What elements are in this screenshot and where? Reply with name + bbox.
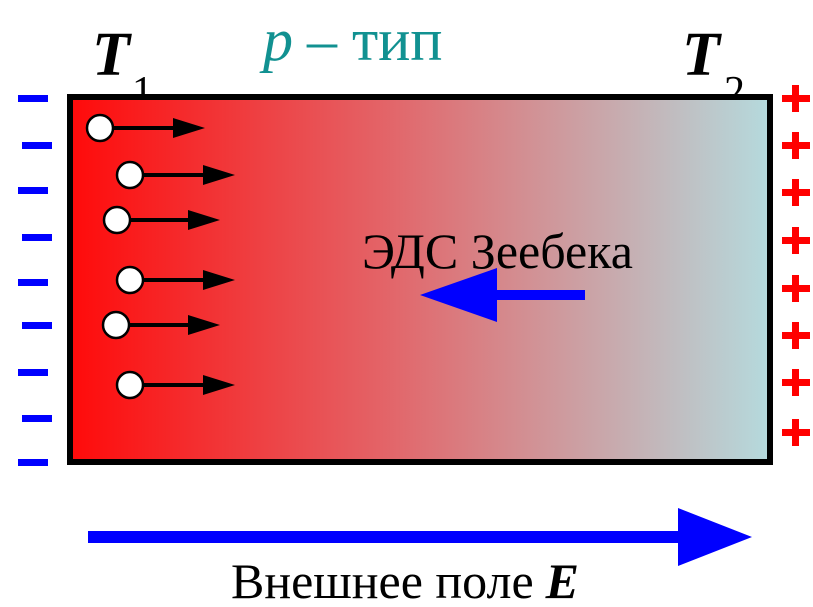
minus-sign xyxy=(22,322,52,329)
minus-sign xyxy=(18,459,48,466)
title-variable: p xyxy=(259,7,293,73)
hole xyxy=(87,115,113,141)
plus-sign xyxy=(792,369,799,396)
plus-sign xyxy=(792,85,799,112)
field-text: Внешнее поле xyxy=(231,553,534,607)
t2-symbol: T xyxy=(682,21,722,89)
hole xyxy=(104,207,130,233)
hole xyxy=(117,162,143,188)
minus-sign xyxy=(18,95,48,102)
plus-sign xyxy=(792,322,799,349)
plus-sign xyxy=(792,179,799,206)
title-text: – тип xyxy=(306,7,442,73)
minus-sign xyxy=(22,234,52,241)
minus-sign xyxy=(18,187,48,194)
title: p– тип xyxy=(259,7,442,73)
diagram: p– тип T 1 T 2 ЭДС Зеебека Внешнее полеE xyxy=(0,0,813,607)
minus-sign xyxy=(22,142,52,149)
plus-sign xyxy=(792,275,799,302)
hole xyxy=(103,312,129,338)
minus-sign xyxy=(18,279,48,286)
plus-sign xyxy=(792,132,799,159)
field-symbol: E xyxy=(545,553,579,607)
plus-sign xyxy=(792,419,799,446)
plus-sign xyxy=(792,227,799,254)
seebeck-label: ЭДС Зеебека xyxy=(362,223,633,279)
t1-symbol: T xyxy=(92,21,132,89)
hole xyxy=(117,372,143,398)
hole xyxy=(117,267,143,293)
field-arrow-head xyxy=(678,508,752,566)
minus-sign xyxy=(18,369,48,376)
minus-sign xyxy=(22,415,52,422)
